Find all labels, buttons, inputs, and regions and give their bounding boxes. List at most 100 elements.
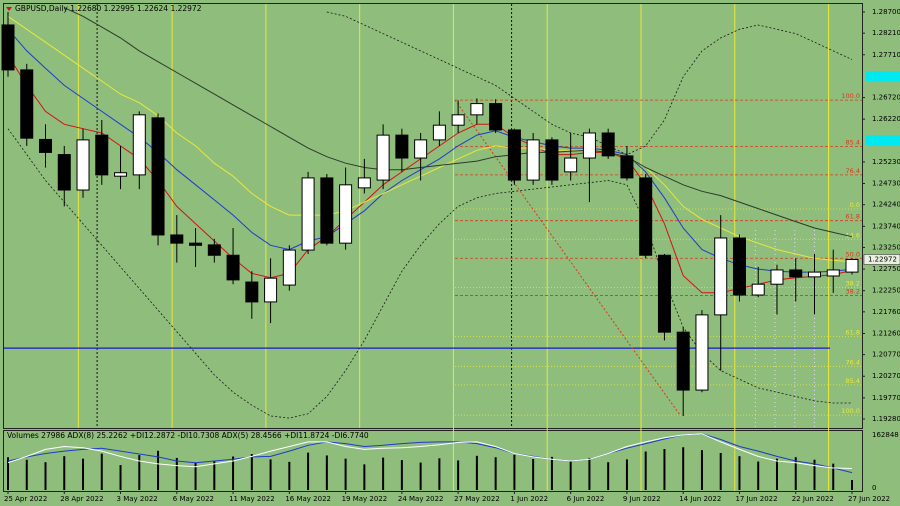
candle-body [620,155,634,179]
indicator-line [7,15,853,263]
candle-body [582,132,596,159]
candle-body [57,154,71,191]
candle-body [432,124,446,141]
fib-label: 50.0 [846,250,860,258]
candle-body [320,177,334,244]
candle-body [826,269,840,277]
y-tick-label: 1.19770 [872,394,900,402]
indicator-line [7,54,853,294]
candle-body [489,103,503,131]
candle-body [714,237,728,316]
candle-body [376,134,390,181]
candle-body [695,314,709,391]
volume-tick-label: 0 [872,484,876,492]
candle-body [657,254,671,333]
x-tick-label: 27 May 2022 [454,495,500,503]
fib-label: 100.0 [841,407,860,415]
x-tick-label: 22 Jun 2022 [792,495,834,503]
y-tick-label: 1.21260 [872,329,900,337]
candle-body [95,134,109,176]
y-tick-label: 1.28700 [872,8,900,16]
candle-body [770,269,784,285]
candle-body [732,237,746,296]
indicator-line [7,128,852,419]
x-tick-label: 25 Apr 2022 [4,495,47,503]
fib-label: 61.8 [846,328,860,336]
candles [1,11,859,416]
fib-label: 14.6 [846,231,860,239]
fib-label: 0.0 [850,201,860,209]
x-tick-label: 28 Apr 2022 [60,495,103,503]
y-tick-label: 1.27710 [872,51,900,59]
candle-body [451,114,465,126]
y-tick-label: 1.26720 [872,94,900,102]
fib-label: 85.4 [846,377,860,385]
candle-body [564,157,578,173]
candle-body [1,24,15,71]
y-tick-label: 1.22750 [872,265,900,273]
x-tick-label: 6 May 2022 [173,495,214,503]
candle-body [601,132,615,157]
x-tick-label: 14 Jun 2022 [679,495,721,503]
candle-body [395,134,409,159]
x-tick-label: 27 Jun 2022 [848,495,890,503]
candle-body [414,139,428,159]
fib-label: 38.2 [846,280,860,288]
x-tick-label: 24 May 2022 [398,495,444,503]
y-tick-label: 1.24730 [872,180,900,188]
fib-label: 38.2 [846,287,860,295]
main-frame [3,3,863,429]
candle-body [357,177,371,189]
separators [4,4,830,491]
candle-body [189,242,203,246]
last-price-box [863,254,900,265]
candle-body [807,271,821,278]
candle-body [39,138,53,153]
fibonacci: 100.0 85.4 76.4 61.8 50.0 38.2 0.0 14.6 38.2 61.8… [455,92,862,416]
fib-label: 100.0 [841,92,860,100]
candle-body [789,269,803,278]
x-tick-label: 16 May 2022 [285,495,331,503]
y-tick-label: 1.19280 [872,415,900,423]
candle-body [151,117,165,236]
y-tick-label: 1.23740 [872,222,900,230]
fib-label: 85.4 [846,138,860,146]
candle-body [170,234,184,244]
volume-title: Volumes 27986 ADX(8) 25.2262 +DI12.2872 … [7,431,369,440]
x-tick-label: 17 Jun 2022 [735,495,777,503]
price-marker [866,71,900,82]
candle-body [507,129,521,181]
x-tick-label: 19 May 2022 [342,495,388,503]
x-tick-label: 9 Jun 2022 [623,495,661,503]
fib-label: 76.4 [846,167,860,175]
fib-label: 61.8 [846,213,860,221]
candle-body [114,172,128,177]
y-tick-label: 1.25230 [872,158,900,166]
candle-body [226,254,240,281]
axes: 1.28700 1.28210 1.27710 1.26720 1.26220 1.252… [4,8,900,503]
x-tick-label: 6 Jun 2022 [567,495,605,503]
trend-line [454,99,681,416]
candle-body [545,139,559,181]
candle-body [282,249,296,286]
candle-body [264,277,278,303]
adx-line [7,433,853,469]
header-icon [6,7,12,11]
x-tick-label: 11 May 2022 [229,495,275,503]
candle-body [301,177,315,251]
y-tick-label: 1.20270 [872,372,900,380]
candle-body [470,103,484,116]
candle-body [845,258,859,273]
candle-body [132,114,146,176]
candle-body [751,283,765,296]
candle-body [526,139,540,181]
candle-body [76,139,90,191]
volume-tick-label: 162848 [872,431,899,439]
indicator-line [7,28,853,273]
volume-frame [3,430,863,492]
candle-body [207,244,221,256]
adx-line [7,433,853,474]
